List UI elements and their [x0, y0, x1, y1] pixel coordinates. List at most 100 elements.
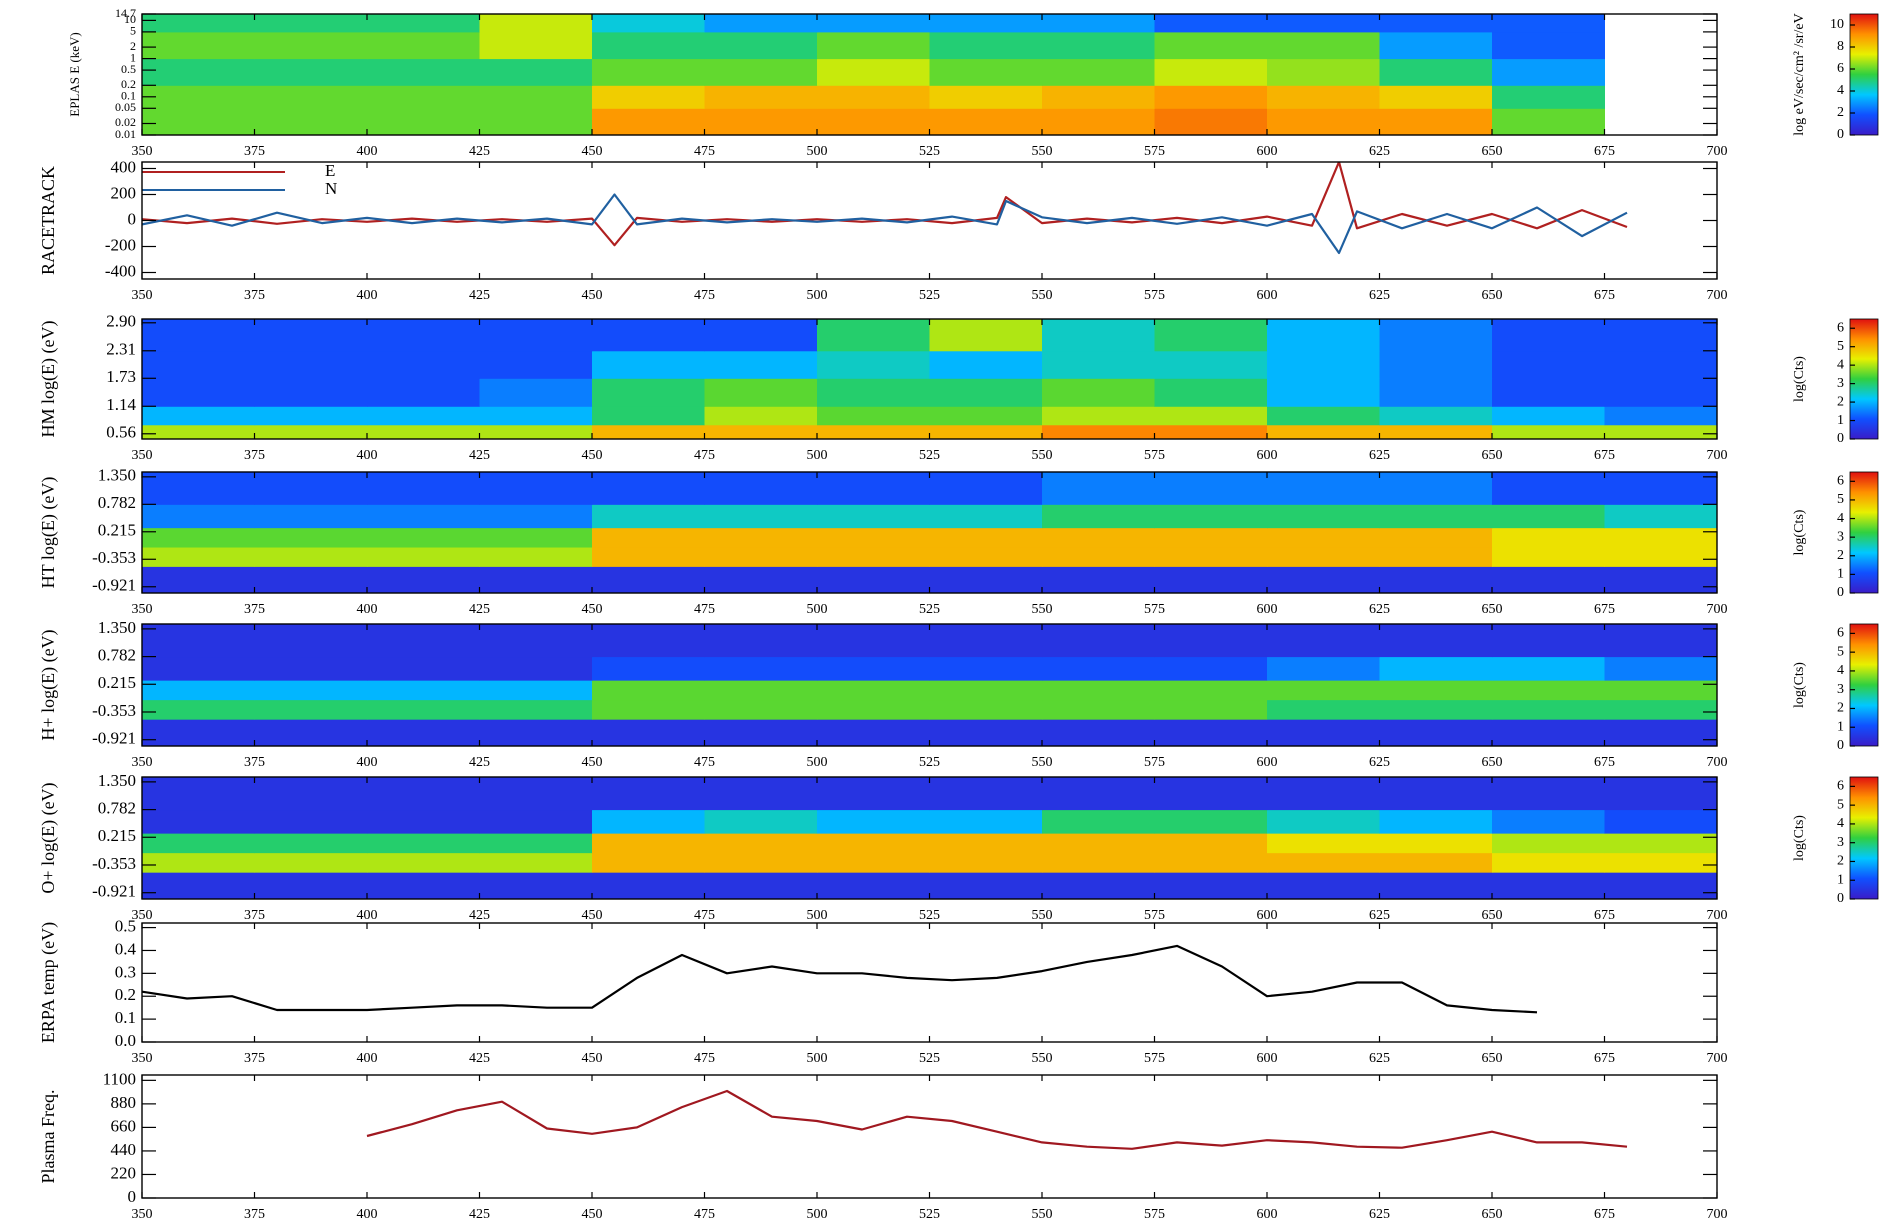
x-tick-label: 425 [469, 144, 490, 159]
heat-cell [1042, 547, 1155, 567]
x-tick-label: 500 [807, 144, 828, 159]
plot-area [142, 944, 1538, 1014]
heat-cell [1042, 378, 1155, 407]
x-tick-label: 400 [357, 1207, 378, 1222]
heat-cell [1379, 14, 1493, 33]
x-tick-label: 350 [132, 755, 153, 770]
x-tick-label: 500 [807, 908, 828, 923]
heat-cell [1154, 624, 1268, 658]
heat-cell [1267, 31, 1380, 60]
heat-cell [1042, 527, 1155, 548]
x-tick-label: 525 [919, 908, 940, 923]
heat-cell [479, 872, 593, 899]
y-tick-label: 1.14 [106, 395, 136, 414]
y-tick-label: -0.921 [92, 729, 136, 748]
x-tick-label: 475 [694, 755, 715, 770]
heat-cell [1492, 777, 1605, 811]
x-tick-label: 575 [1144, 755, 1165, 770]
heat-cell [929, 680, 1043, 701]
heat-cell [1379, 547, 1493, 567]
heat-cell [367, 833, 480, 854]
panel: 0 2 4 6 8 10 log eV/sec/cm² /sr/eV 350 375 400 425… [67, 6, 1879, 159]
colorbar-tick-label: 6 [1837, 320, 1844, 335]
x-tick-label: 375 [244, 602, 265, 617]
colorbar-tick-label: 1 [1837, 413, 1844, 428]
heat-cell [1154, 14, 1268, 33]
x-tick-label: 375 [244, 448, 265, 463]
heat-cell [1042, 472, 1155, 505]
heat-cell [254, 504, 368, 529]
heat-cell [592, 547, 705, 567]
colorbar-tick-label: 3 [1837, 682, 1844, 697]
x-tick-label: 525 [919, 755, 940, 770]
heat-cell [704, 656, 818, 681]
series-line [142, 162, 1628, 247]
x-tick-label: 475 [694, 288, 715, 303]
heat-cell [1492, 872, 1605, 899]
x-tick-label: 400 [357, 144, 378, 159]
y-tick-label: 0.215 [98, 521, 136, 540]
y-axis-label: HM log(E) (eV) [38, 321, 59, 438]
x-tick-label: 700 [1707, 1051, 1728, 1066]
heat-cell [254, 547, 368, 567]
y-tick-label: 0.5 [121, 62, 136, 76]
plot-area [142, 777, 1717, 899]
legend-label: E [325, 161, 335, 180]
heat-cell [1267, 833, 1380, 854]
heat-cell [1154, 852, 1268, 873]
colorbar-tick-label: 4 [1837, 663, 1844, 678]
heat-cell [1379, 833, 1493, 854]
heat-cell [1492, 504, 1605, 529]
y-tick-label: 0.05 [115, 100, 136, 114]
heat-cell [929, 656, 1043, 681]
heat-cell [1492, 624, 1605, 658]
colorbar-tick-label: 10 [1830, 17, 1844, 32]
heat-cell [929, 527, 1043, 548]
y-tick-label: 220 [111, 1163, 137, 1182]
heat-cell [704, 872, 818, 899]
heat-cell [1042, 350, 1155, 379]
heat-cell [1154, 319, 1268, 352]
heat-cell [479, 350, 593, 379]
x-tick-label: 350 [132, 1051, 153, 1066]
heat-cell [1267, 872, 1380, 899]
heat-cell [254, 31, 368, 60]
heat-cell [1154, 680, 1268, 701]
heat-cell [254, 424, 368, 439]
heat-cell [1604, 872, 1717, 899]
x-tick-label: 625 [1369, 144, 1390, 159]
heat-cell [1267, 566, 1380, 593]
heat-cell [704, 108, 818, 135]
heat-cell [367, 31, 480, 60]
x-tick-label: 675 [1594, 602, 1615, 617]
heat-cell [817, 527, 930, 548]
heat-cell [817, 872, 930, 899]
y-tick-label: 0.2 [115, 985, 136, 1004]
heat-cell [1492, 406, 1605, 426]
x-tick-label: 350 [132, 908, 153, 923]
y-axis-label: EPLAS E (keV) [67, 32, 82, 117]
x-tick-label: 600 [1257, 602, 1278, 617]
heat-cell [1492, 680, 1605, 701]
heat-cell [254, 680, 368, 701]
heat-cell [1267, 58, 1380, 86]
y-tick-label: 1.350 [98, 771, 136, 790]
x-tick-label: 550 [1032, 144, 1053, 159]
heat-cell [142, 699, 255, 720]
x-tick-label: 575 [1144, 602, 1165, 617]
y-axis-label: Plasma Freq. [38, 1090, 58, 1184]
heat-cell [592, 872, 705, 899]
x-tick-label: 450 [582, 144, 603, 159]
x-tick-label: 475 [694, 1051, 715, 1066]
heat-cell [592, 719, 705, 746]
heat-cell [479, 424, 593, 439]
heat-cell [1379, 719, 1493, 746]
heat-cell [1604, 424, 1717, 439]
x-tick-label: 425 [469, 288, 490, 303]
heat-cell [929, 699, 1043, 720]
colorbar-tick-label: 0 [1837, 127, 1844, 142]
plot-area [142, 14, 1605, 135]
heat-cell [367, 656, 480, 681]
heat-cell [1267, 656, 1380, 681]
heat-cell [704, 406, 818, 426]
